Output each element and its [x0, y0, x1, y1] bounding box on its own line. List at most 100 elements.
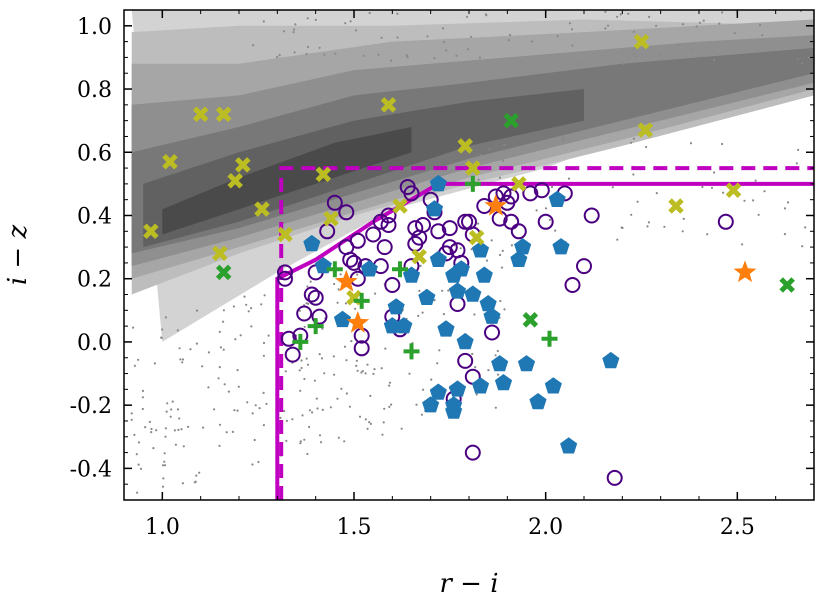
data-point-circle	[296, 305, 313, 322]
data-point-cross	[227, 172, 243, 189]
data-point-circle	[380, 207, 397, 224]
background-dot	[645, 145, 648, 149]
data-point-pentagon	[479, 295, 497, 312]
data-point-circle	[503, 188, 520, 205]
background-dot	[260, 303, 263, 306]
background-dot	[421, 311, 424, 314]
background-dot	[195, 309, 199, 312]
background-dot	[320, 357, 324, 360]
background-dot	[319, 441, 323, 444]
data-point-circle	[384, 277, 401, 293]
background-dot	[150, 427, 153, 431]
background-dot	[415, 403, 418, 406]
background-dot	[306, 285, 309, 288]
data-point-circle	[564, 277, 581, 293]
background-dot	[408, 372, 411, 375]
background-dot	[441, 289, 444, 292]
background-dot	[502, 159, 505, 162]
background-dot	[130, 418, 133, 421]
background-dot	[354, 307, 357, 310]
background-dot	[633, 53, 636, 56]
background-dot	[315, 397, 318, 400]
y-tick-label: 0.8	[77, 78, 112, 103]
background-dot	[562, 136, 565, 139]
background-dot	[294, 23, 297, 26]
data-point-cross	[215, 264, 232, 281]
background-dot	[500, 266, 504, 269]
background-dot	[345, 359, 348, 362]
background-dot	[498, 253, 502, 257]
data-point-plus	[392, 261, 408, 278]
data-point-circle	[449, 296, 466, 312]
background-dot	[470, 248, 473, 251]
background-dot	[677, 43, 680, 47]
background-dot	[246, 401, 249, 404]
background-dot	[619, 13, 622, 16]
data-point-circle	[380, 217, 397, 233]
data-point-plus	[403, 343, 420, 360]
background-dot	[231, 430, 234, 433]
data-point-circle	[441, 220, 458, 237]
background-dot	[706, 233, 709, 236]
background-dot	[570, 28, 574, 31]
data-point-pentagon	[448, 282, 467, 299]
x-tick-label: 2.0	[528, 515, 563, 540]
background-dot	[383, 407, 386, 410]
background-dot	[681, 230, 684, 233]
background-dot	[153, 362, 156, 365]
data-point-circle	[277, 264, 293, 281]
background-dot	[712, 59, 716, 62]
background-dot	[630, 141, 633, 144]
background-dot	[479, 153, 482, 156]
background-dot	[321, 408, 324, 411]
background-dot	[141, 396, 144, 399]
background-dot	[309, 280, 312, 283]
data-point-star	[346, 311, 370, 333]
data-point-cross	[503, 112, 519, 129]
background-dot	[795, 162, 798, 165]
background-dot	[400, 427, 403, 430]
background-dot	[299, 440, 302, 443]
background-dot	[263, 294, 266, 297]
data-point-circle	[376, 239, 393, 256]
background-dot	[701, 185, 704, 189]
background-dot	[148, 420, 151, 423]
background-dot	[308, 425, 311, 429]
background-dot	[477, 222, 480, 225]
background-dot	[405, 54, 408, 57]
background-dot	[350, 340, 353, 343]
background-dot	[344, 302, 347, 305]
data-point-circle	[576, 258, 592, 275]
data-point-cross	[212, 245, 228, 262]
data-point-circle	[303, 286, 320, 303]
background-dot	[219, 346, 222, 349]
density-contour-level-5	[131, 47, 814, 254]
background-dot	[227, 390, 230, 393]
background-dot	[355, 359, 358, 362]
data-point-circle	[495, 185, 512, 202]
background-dot	[763, 190, 766, 193]
data-point-cross	[192, 106, 209, 123]
background-dot	[418, 289, 421, 292]
background-dot	[252, 44, 255, 47]
background-dot	[659, 54, 662, 57]
background-dot	[303, 325, 306, 328]
background-dot	[247, 310, 250, 313]
data-point-pentagon	[544, 377, 562, 394]
background-dot	[217, 377, 220, 380]
background-dot	[752, 199, 755, 202]
background-dot	[136, 491, 139, 494]
background-dot	[797, 148, 800, 151]
background-dot	[311, 411, 314, 414]
data-point-pentagon	[510, 250, 528, 267]
background-dot	[323, 53, 326, 56]
background-dot	[663, 225, 666, 228]
background-dot	[305, 53, 308, 56]
background-dot	[267, 334, 270, 337]
data-point-cross	[411, 248, 427, 265]
background-dot	[484, 13, 488, 16]
background-dot	[343, 345, 347, 348]
data-point-circle	[430, 223, 447, 240]
background-dot	[339, 273, 342, 276]
data-point-pentagon	[445, 402, 463, 419]
